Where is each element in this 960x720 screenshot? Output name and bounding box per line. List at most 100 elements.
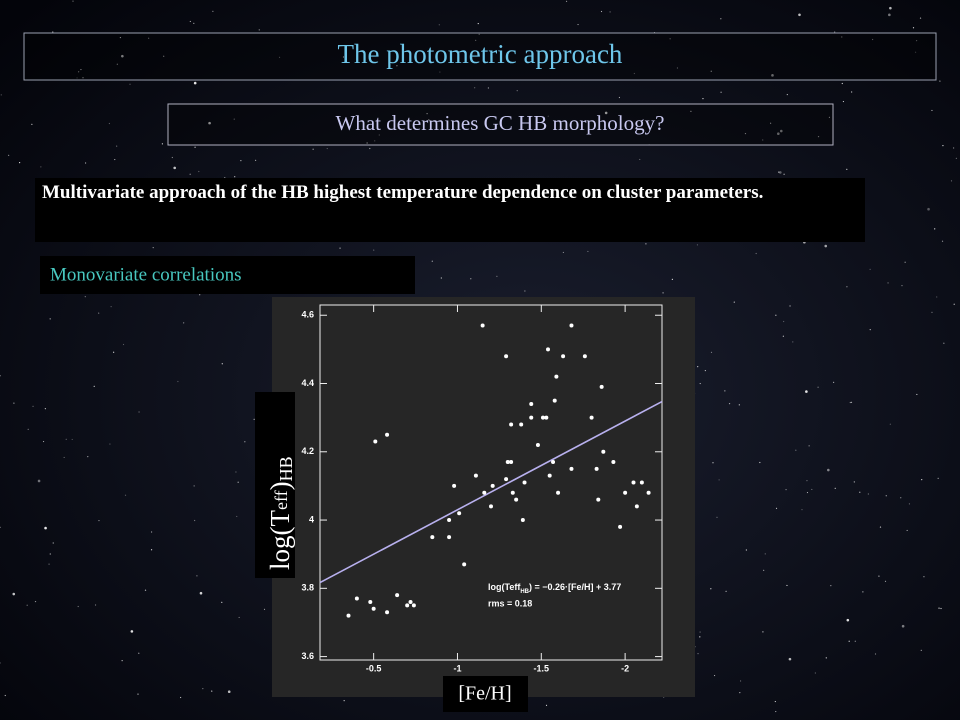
data-point (452, 483, 457, 488)
star (916, 393, 918, 396)
star (850, 401, 853, 403)
data-point (519, 422, 524, 427)
star (704, 369, 706, 372)
star (783, 173, 785, 175)
star (923, 576, 925, 578)
data-point (529, 401, 534, 406)
star (720, 18, 722, 20)
star (846, 618, 850, 622)
star (927, 207, 930, 211)
data-point (569, 323, 574, 328)
data-point (582, 354, 587, 359)
star (148, 37, 150, 39)
star (828, 116, 831, 118)
y-tick-label: 4.6 (301, 310, 314, 320)
star (775, 314, 777, 316)
star (13, 402, 15, 404)
subtitle: What determines GC HB morphology? (336, 111, 665, 135)
star (565, 126, 568, 129)
data-point (504, 354, 509, 359)
star (696, 244, 699, 246)
star (114, 158, 116, 161)
star (496, 275, 498, 277)
star (244, 441, 246, 443)
star (851, 91, 853, 93)
star (52, 542, 54, 544)
star (440, 277, 442, 279)
fit-line (319, 400, 663, 584)
star (788, 657, 792, 661)
star (953, 147, 955, 149)
star (817, 386, 819, 388)
star (150, 549, 153, 551)
star (901, 624, 905, 628)
star (474, 87, 476, 89)
star (669, 38, 671, 40)
star (116, 145, 118, 147)
star (87, 456, 89, 458)
star (37, 479, 41, 483)
star (724, 390, 726, 392)
x-tick-label: -2 (621, 663, 629, 673)
star (779, 129, 783, 133)
star (609, 11, 611, 13)
star (42, 440, 45, 443)
data-point (569, 466, 574, 471)
data-point (596, 497, 601, 502)
star (798, 13, 801, 17)
data-point (552, 398, 557, 403)
star (8, 154, 10, 156)
data-point (611, 460, 616, 465)
star (938, 607, 940, 609)
star (221, 601, 223, 603)
star (817, 136, 820, 138)
star (671, 278, 673, 280)
star (874, 653, 877, 655)
star (152, 246, 154, 249)
star (699, 631, 701, 633)
star (825, 657, 827, 659)
star (841, 36, 843, 38)
x-tick-label: -1.5 (534, 663, 550, 673)
star (4, 694, 6, 697)
star (770, 122, 772, 124)
star (915, 40, 918, 42)
star (955, 157, 957, 160)
star (193, 81, 197, 85)
star (739, 680, 742, 682)
star (516, 90, 518, 92)
star (849, 401, 851, 404)
data-point (482, 490, 487, 495)
star (853, 481, 855, 483)
data-point (535, 442, 540, 447)
fit-annotation-sub: HB (520, 589, 529, 595)
star (0, 375, 1, 377)
star (808, 445, 810, 447)
star (939, 80, 941, 82)
star (777, 132, 780, 135)
star (846, 168, 848, 170)
star (194, 519, 196, 522)
star (759, 461, 761, 464)
star (27, 428, 29, 430)
star (98, 519, 100, 522)
star (859, 491, 861, 493)
subtitle-box (167, 103, 834, 146)
star (0, 94, 2, 96)
data-point (510, 490, 515, 495)
star (795, 449, 797, 451)
star (786, 93, 788, 96)
star (920, 649, 922, 651)
star (763, 569, 765, 571)
star (342, 56, 345, 58)
star (710, 588, 712, 590)
data-point (639, 480, 644, 485)
star (48, 563, 50, 565)
star (34, 600, 37, 603)
section-heading: Monovariate correlations (50, 264, 242, 285)
star (900, 497, 902, 499)
star (129, 83, 131, 85)
data-point (408, 599, 413, 604)
star (124, 494, 127, 496)
data-point (395, 593, 400, 598)
